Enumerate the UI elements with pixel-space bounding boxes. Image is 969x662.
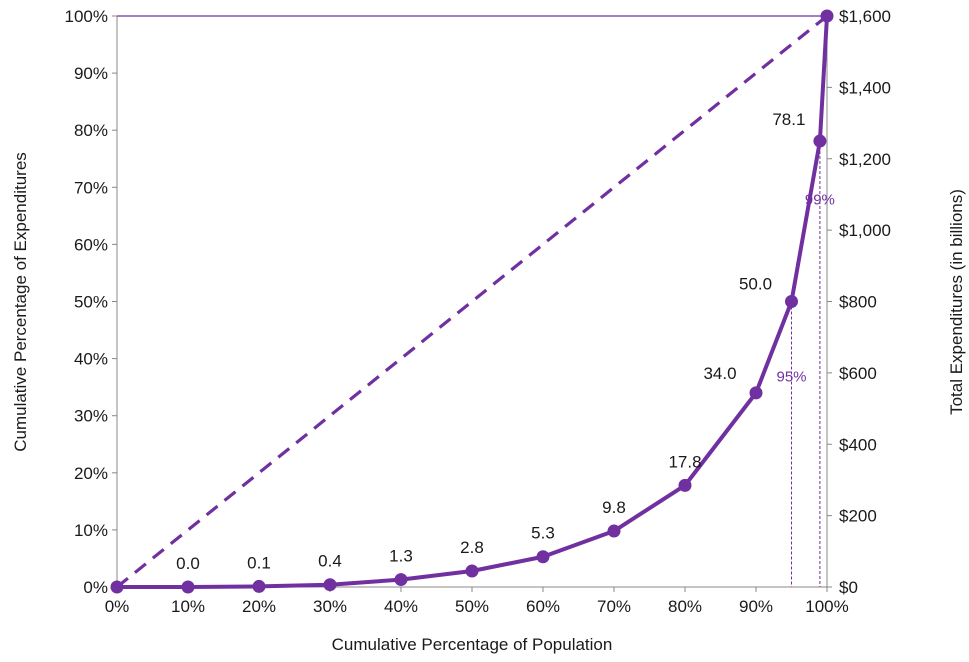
data-label: 50.0 xyxy=(739,275,772,294)
data-point xyxy=(749,386,763,400)
data-label: 34.0 xyxy=(703,364,736,383)
x-tick-label: 80% xyxy=(668,597,702,616)
x-tick-label: 70% xyxy=(597,597,631,616)
data-label: 0.1 xyxy=(247,553,271,572)
data-point xyxy=(181,580,195,594)
data-label: 1.3 xyxy=(389,547,413,566)
percentile-annotation: 99% xyxy=(805,192,835,209)
y-right-tick-label: $1,200 xyxy=(839,150,891,169)
y-right-tick-label: $600 xyxy=(839,364,877,383)
percentile-annotation: 95% xyxy=(776,369,806,386)
data-point xyxy=(607,524,621,538)
data-label: 5.3 xyxy=(531,524,555,543)
data-label: 17.8 xyxy=(668,452,701,471)
series-layer xyxy=(110,9,834,594)
y-tick-label: 100% xyxy=(65,7,108,26)
y-right-tick-label: $0 xyxy=(839,578,858,597)
y-axis-right-title: Total Expenditures (in billions) xyxy=(947,189,966,415)
y-tick-label: 10% xyxy=(74,521,108,540)
y-tick-label: 50% xyxy=(74,293,108,312)
data-label: 78.1 xyxy=(772,110,805,129)
equality-line xyxy=(115,14,829,589)
y-right-tick-label: $200 xyxy=(839,507,877,526)
percentile-guides: 95% 99% xyxy=(776,141,835,587)
data-label: 9.8 xyxy=(602,498,626,517)
x-tick-label: 20% xyxy=(242,597,276,616)
y-right-tick-label: $800 xyxy=(839,293,877,312)
y-tick-label: 30% xyxy=(74,407,108,426)
y-tick-label: 60% xyxy=(74,235,108,254)
y-right-tick-label: $1,400 xyxy=(839,78,891,97)
x-axis-title: Cumulative Percentage of Population xyxy=(332,635,613,654)
y-tick-label: 90% xyxy=(74,64,108,83)
data-point xyxy=(323,578,337,592)
data-label: 0.4 xyxy=(318,552,342,571)
data-point xyxy=(252,579,266,593)
y-tick-label: 70% xyxy=(74,178,108,197)
y-tick-label: 20% xyxy=(74,464,108,483)
data-point xyxy=(394,573,408,587)
data-point xyxy=(785,295,798,308)
y-right-tick-label: $1,600 xyxy=(839,7,891,26)
x-tick-label: 30% xyxy=(313,597,347,616)
data-label: 2.8 xyxy=(460,538,484,557)
y-right-tick-label: $400 xyxy=(839,435,877,454)
x-tick-label: 50% xyxy=(455,597,489,616)
x-tick-label: 10% xyxy=(171,597,205,616)
x-tick-label: 60% xyxy=(526,597,560,616)
y-tick-label: 40% xyxy=(74,350,108,369)
data-labels: 0.0 0.1 0.4 1.3 2.8 5.3 9.8 17.8 34.0 50.0 78.1 xyxy=(176,110,805,573)
x-tick-label: 100% xyxy=(805,597,848,616)
y-tick-label: 0% xyxy=(83,578,108,597)
tick-labels: 0% 10% 20% 30% 40% 50% 60% 70% 80% 90% 100% 0% 10% 20… xyxy=(65,7,891,616)
x-tick-label: 90% xyxy=(739,597,773,616)
y-tick-label: 80% xyxy=(74,121,108,140)
x-tick-label: 0% xyxy=(105,597,130,616)
data-point xyxy=(536,550,550,564)
data-point xyxy=(813,134,827,148)
y-axis-title: Cumulative Percentage of Expenditures xyxy=(11,152,30,452)
y-right-tick-label: $1,000 xyxy=(839,221,891,240)
data-point xyxy=(465,564,479,578)
x-tick-label: 40% xyxy=(384,597,418,616)
data-point xyxy=(678,478,692,492)
data-point xyxy=(110,580,124,594)
data-point xyxy=(820,9,834,23)
data-label: 0.0 xyxy=(176,554,200,573)
